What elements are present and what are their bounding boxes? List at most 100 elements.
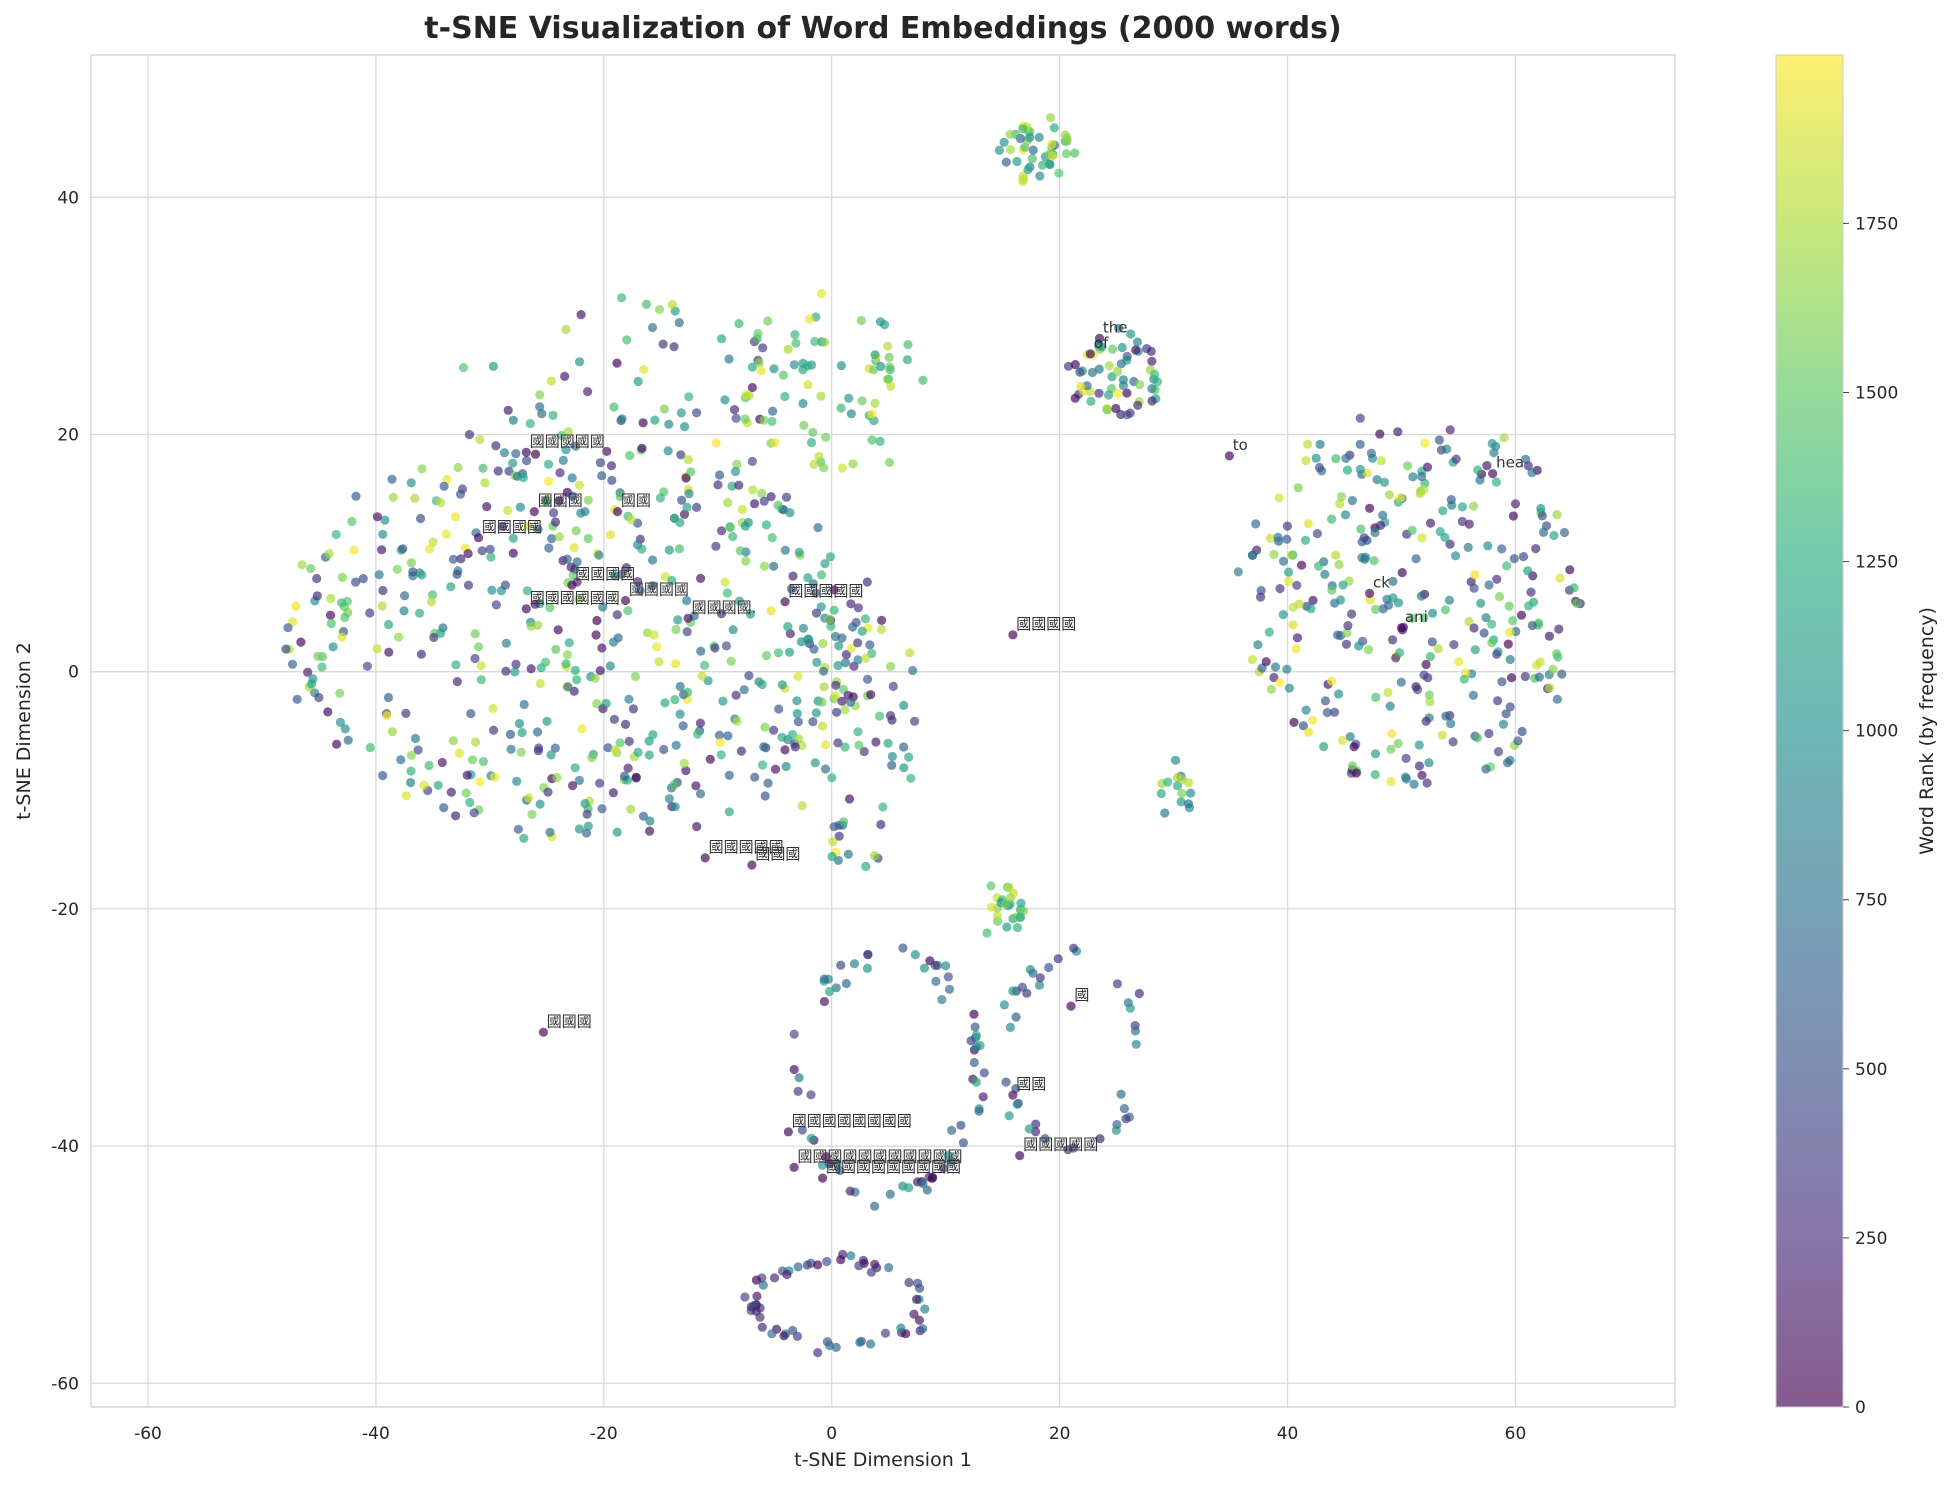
word-point: [836, 960, 846, 970]
word-point: [620, 595, 631, 606]
word-point: [676, 408, 686, 418]
word-point: [633, 577, 643, 587]
word-point: [358, 574, 368, 584]
word-point: [752, 1291, 762, 1301]
word-point: [1505, 654, 1515, 665]
word-point: [1297, 560, 1307, 570]
word-point: [748, 485, 758, 495]
word-point: [384, 647, 394, 657]
word-point: [1261, 657, 1271, 667]
word-point: [530, 599, 540, 609]
word-point: [1523, 566, 1533, 576]
word-point: [647, 322, 658, 333]
word-point: [887, 760, 897, 771]
word-point: [1527, 468, 1537, 478]
word-point: [884, 457, 895, 467]
word-point: [1102, 404, 1112, 414]
word-point: [538, 1027, 549, 1037]
word-point: [1116, 1089, 1126, 1099]
word-point: [1403, 461, 1413, 471]
word-point: [523, 521, 534, 531]
word-point: [621, 563, 632, 573]
word-point: [340, 724, 350, 734]
x-tick-label: 40: [1277, 1424, 1299, 1444]
word-point: [526, 664, 536, 674]
word-point: [649, 630, 659, 640]
word-point: [544, 543, 554, 553]
word-point: [1451, 454, 1461, 464]
word-point: [644, 736, 654, 746]
word-point: [753, 328, 763, 339]
word-point: [808, 717, 818, 727]
word-point: [754, 358, 764, 368]
word-point: [612, 827, 622, 837]
word-point: [674, 544, 685, 554]
word-point: [854, 740, 864, 750]
word-point: [628, 704, 639, 714]
word-point: [410, 733, 421, 744]
word-point: [763, 316, 773, 326]
word-point: [374, 570, 384, 580]
word-point: [994, 145, 1005, 155]
word-point: [906, 773, 916, 783]
word-point: [1005, 145, 1016, 155]
word-point: [1445, 425, 1455, 435]
word-point: [451, 811, 461, 821]
word-point: [947, 1125, 957, 1135]
word-point: [1094, 364, 1104, 374]
word-point: [476, 675, 486, 685]
word-point: [747, 382, 758, 393]
word-point: [720, 395, 730, 405]
word-point: [610, 571, 620, 581]
word-point: [1034, 980, 1045, 990]
colorbar: 0 250 500 750 1000 1250 1500 1750 Word Rank (by…: [1775, 54, 1938, 1418]
y-tick-label: -20: [51, 900, 79, 920]
word-point: [884, 1263, 894, 1273]
word-point: [1417, 770, 1427, 780]
word-point: [1054, 168, 1064, 178]
word-point: [552, 772, 562, 783]
word-point: [505, 729, 515, 740]
word-point: [396, 755, 406, 765]
word-point: [377, 545, 387, 555]
word-point: [1177, 788, 1187, 798]
word-point: [633, 747, 643, 758]
word-point: [870, 350, 880, 360]
word-point: [645, 816, 655, 826]
word-point: [501, 638, 511, 648]
word-point: [1298, 721, 1308, 731]
word-point: [406, 478, 416, 488]
word-point: [1395, 493, 1405, 503]
word-point: [804, 634, 814, 645]
word-point: [675, 709, 685, 719]
word-point: [607, 475, 617, 485]
word-point: [1287, 550, 1297, 560]
word-point: [784, 647, 795, 657]
word-point: [1493, 696, 1503, 706]
word-point: [626, 515, 636, 525]
word-point: [777, 732, 787, 742]
word-point: [570, 763, 580, 773]
word-point: [1012, 1099, 1022, 1109]
word-label: 國國國: [755, 845, 800, 863]
word-point: [883, 341, 893, 351]
word-point: [453, 462, 463, 473]
word-point: [533, 746, 544, 756]
word-point: [1459, 674, 1469, 684]
word-point: [943, 1151, 954, 1161]
word-point: [871, 737, 881, 747]
word-point: [793, 1262, 803, 1272]
word-point: [595, 778, 605, 788]
word-point: [878, 802, 888, 812]
word-point: [740, 414, 750, 424]
word-point: [927, 1173, 937, 1183]
word-point: [678, 721, 688, 731]
word-point: [780, 597, 790, 607]
word-point: [1300, 535, 1311, 546]
word-point: [831, 983, 841, 993]
word-point: [979, 1068, 989, 1078]
word-point: [1417, 471, 1427, 482]
word-point: [1025, 964, 1035, 975]
word-point: [623, 763, 633, 773]
chart-title: t-SNE Visualization of Word Embeddings (…: [424, 11, 1341, 46]
